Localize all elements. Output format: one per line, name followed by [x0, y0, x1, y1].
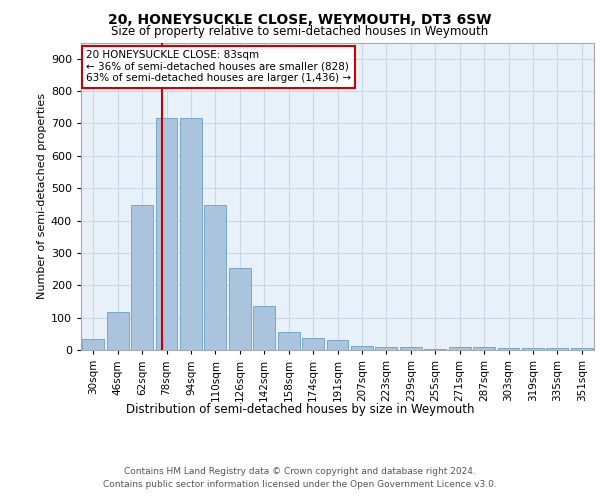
Y-axis label: Number of semi-detached properties: Number of semi-detached properties: [37, 93, 47, 299]
Bar: [497, 348, 520, 350]
Bar: [424, 349, 446, 350]
Bar: [547, 348, 568, 350]
Bar: [131, 206, 153, 350]
Bar: [351, 346, 373, 350]
Bar: [473, 348, 495, 350]
Bar: [400, 348, 422, 350]
Bar: [278, 332, 299, 350]
Bar: [180, 118, 202, 350]
Text: 20, HONEYSUCKLE CLOSE, WEYMOUTH, DT3 6SW: 20, HONEYSUCKLE CLOSE, WEYMOUTH, DT3 6SW: [108, 12, 492, 26]
Text: 20 HONEYSUCKLE CLOSE: 83sqm
← 36% of semi-detached houses are smaller (828)
63% : 20 HONEYSUCKLE CLOSE: 83sqm ← 36% of sem…: [86, 50, 351, 84]
Bar: [82, 338, 104, 350]
Bar: [522, 348, 544, 350]
Bar: [376, 348, 397, 350]
Bar: [229, 268, 251, 350]
Text: Contains public sector information licensed under the Open Government Licence v3: Contains public sector information licen…: [103, 480, 497, 489]
Text: Contains HM Land Registry data © Crown copyright and database right 2024.: Contains HM Land Registry data © Crown c…: [124, 468, 476, 476]
Bar: [107, 312, 128, 350]
Bar: [449, 348, 470, 350]
Text: Distribution of semi-detached houses by size in Weymouth: Distribution of semi-detached houses by …: [126, 402, 474, 415]
Bar: [155, 118, 178, 350]
Bar: [571, 348, 593, 350]
Bar: [205, 206, 226, 350]
Bar: [302, 338, 324, 350]
Bar: [253, 306, 275, 350]
Bar: [326, 340, 349, 350]
Text: Size of property relative to semi-detached houses in Weymouth: Size of property relative to semi-detach…: [112, 25, 488, 38]
